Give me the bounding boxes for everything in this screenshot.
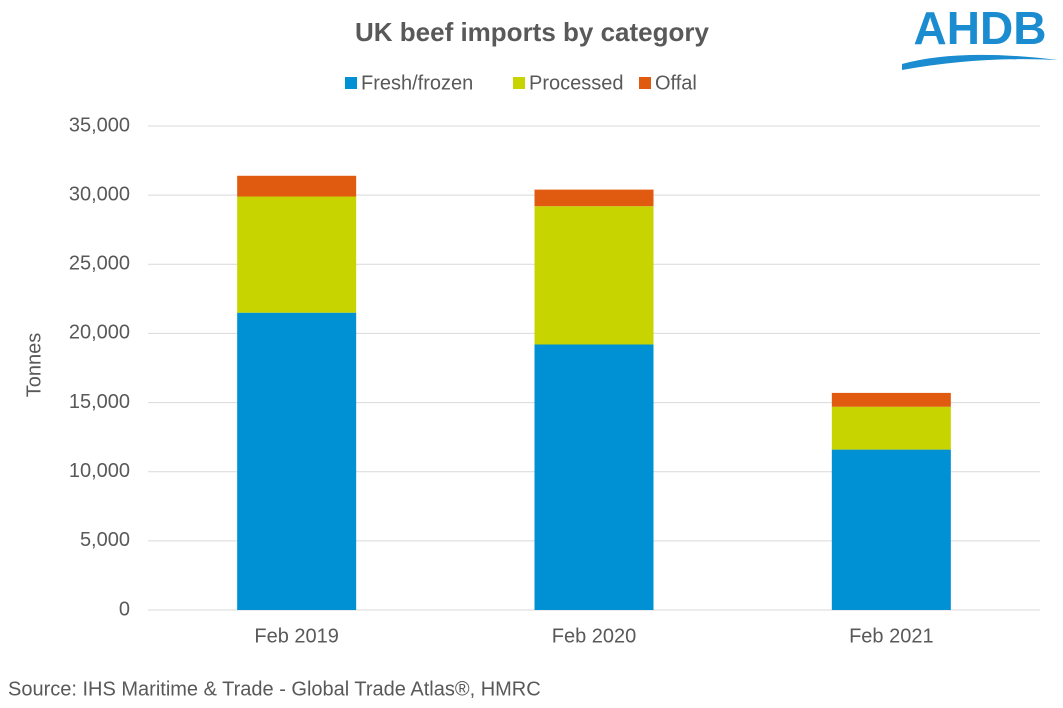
bar-segment — [534, 344, 654, 610]
chart-title: UK beef imports by category — [355, 17, 710, 47]
legend-swatch — [639, 77, 651, 89]
y-tick-label: 25,000 — [69, 253, 130, 275]
y-tick-label: 15,000 — [69, 391, 130, 413]
x-tick-label: Feb 2020 — [552, 625, 637, 647]
bar-segment — [534, 189, 654, 207]
x-tick-label: Feb 2019 — [254, 625, 339, 647]
y-tick-label: 10,000 — [69, 460, 130, 482]
bar-segment — [237, 312, 357, 610]
bar-segment — [237, 196, 357, 313]
bar-segment — [237, 175, 357, 197]
legend-label: Offal — [655, 72, 697, 94]
legend-label: Processed — [529, 72, 624, 94]
logo-wave — [902, 54, 1058, 70]
y-tick-label: 20,000 — [69, 322, 130, 344]
logo: AHDB — [914, 2, 1047, 54]
x-tick-label: Feb 2021 — [849, 625, 934, 647]
bar-segment — [534, 206, 654, 345]
y-axis-label: Tonnes — [23, 333, 45, 398]
bar-segment — [831, 392, 951, 407]
legend-label: Fresh/frozen — [361, 72, 473, 94]
bar-segment — [831, 406, 951, 450]
y-tick-label: 35,000 — [69, 114, 130, 136]
bar-segment — [831, 449, 951, 610]
source: Source: IHS Maritime & Trade - Global Tr… — [8, 678, 541, 700]
y-tick-label: 30,000 — [69, 183, 130, 205]
legend-swatch — [513, 77, 525, 89]
legend-swatch — [345, 77, 357, 89]
y-tick-label: 5,000 — [80, 529, 130, 551]
y-tick-label: 0 — [119, 598, 130, 620]
